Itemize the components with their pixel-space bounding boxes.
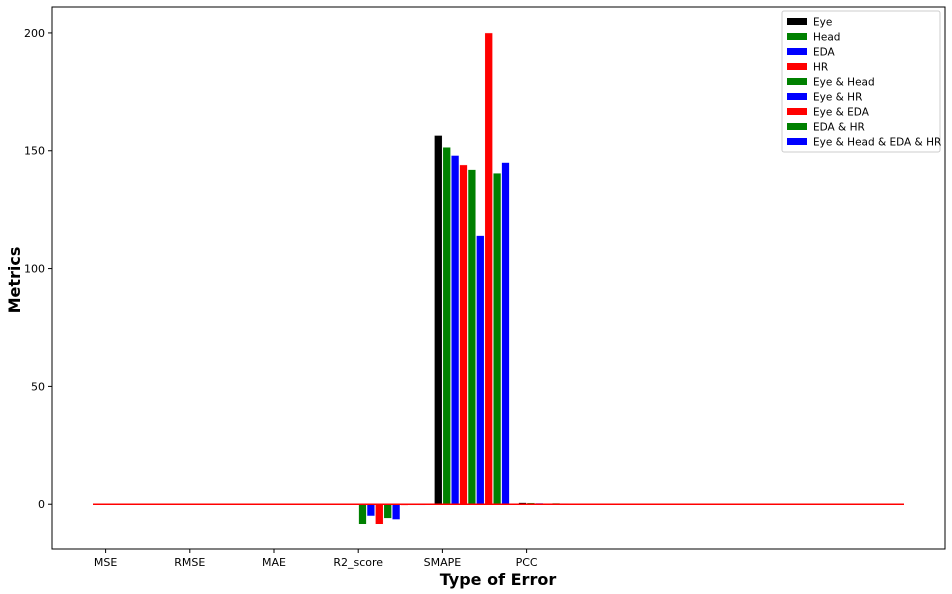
bar (375, 503, 384, 525)
bar (492, 172, 502, 505)
plot-frame (51, 6, 946, 550)
bar (467, 169, 477, 505)
legend-label: EDA & HR (813, 122, 865, 134)
x-axis: MSE RMSE MAE R2_score SMAPE PCC (94, 549, 538, 569)
legend-swatch (787, 48, 807, 55)
bar (501, 162, 510, 505)
legend-swatch (787, 63, 807, 70)
y-tick-label: 150 (24, 145, 45, 158)
legend-swatch (787, 93, 807, 100)
bar (366, 503, 376, 517)
legend-swatch (787, 138, 807, 145)
bar (391, 503, 401, 520)
legend-swatch (787, 123, 807, 130)
bar (434, 135, 443, 505)
x-tick-label: R2_score (333, 556, 383, 569)
bars (97, 32, 594, 525)
legend-label: Eye & Head & EDA & HR (813, 137, 941, 149)
legend-label: Head (813, 32, 840, 44)
x-tick-label: MSE (94, 556, 117, 569)
legend-swatch (787, 18, 807, 25)
legend-label: Eye & Head (813, 77, 875, 89)
legend-label: Eye & EDA (813, 107, 870, 119)
bar (459, 164, 468, 505)
bar (442, 146, 451, 505)
legend-label: EDA (813, 47, 836, 59)
bar (476, 235, 485, 505)
y-tick-label: 100 (24, 263, 45, 276)
x-axis-title: Type of Error (440, 570, 557, 589)
x-tick-label: PCC (516, 556, 538, 569)
x-tick-label: MAE (262, 556, 286, 569)
x-tick-label: RMSE (174, 556, 205, 569)
bar (383, 503, 392, 519)
legend-label: Eye (813, 17, 832, 29)
y-axis: 0 50 100 150 200 (24, 27, 52, 511)
y-tick-label: 200 (24, 27, 45, 40)
y-tick-label: 50 (31, 380, 45, 393)
legend-swatch (787, 33, 807, 40)
y-tick-label: 0 (38, 498, 45, 511)
legend-label: Eye & HR (813, 92, 862, 104)
bar (450, 155, 460, 505)
y-axis-title: Metrics (5, 247, 24, 314)
legend-swatch (787, 78, 807, 85)
x-tick-label: SMAPE (424, 556, 462, 569)
bar (358, 503, 367, 525)
legend: Eye Head EDA HR Eye & Head Eye & HR Eye & EDA E… (781, 10, 941, 153)
bar (484, 32, 493, 505)
legend-label: HR (813, 62, 828, 74)
legend-swatch (787, 108, 807, 115)
legend-box (781, 10, 941, 153)
